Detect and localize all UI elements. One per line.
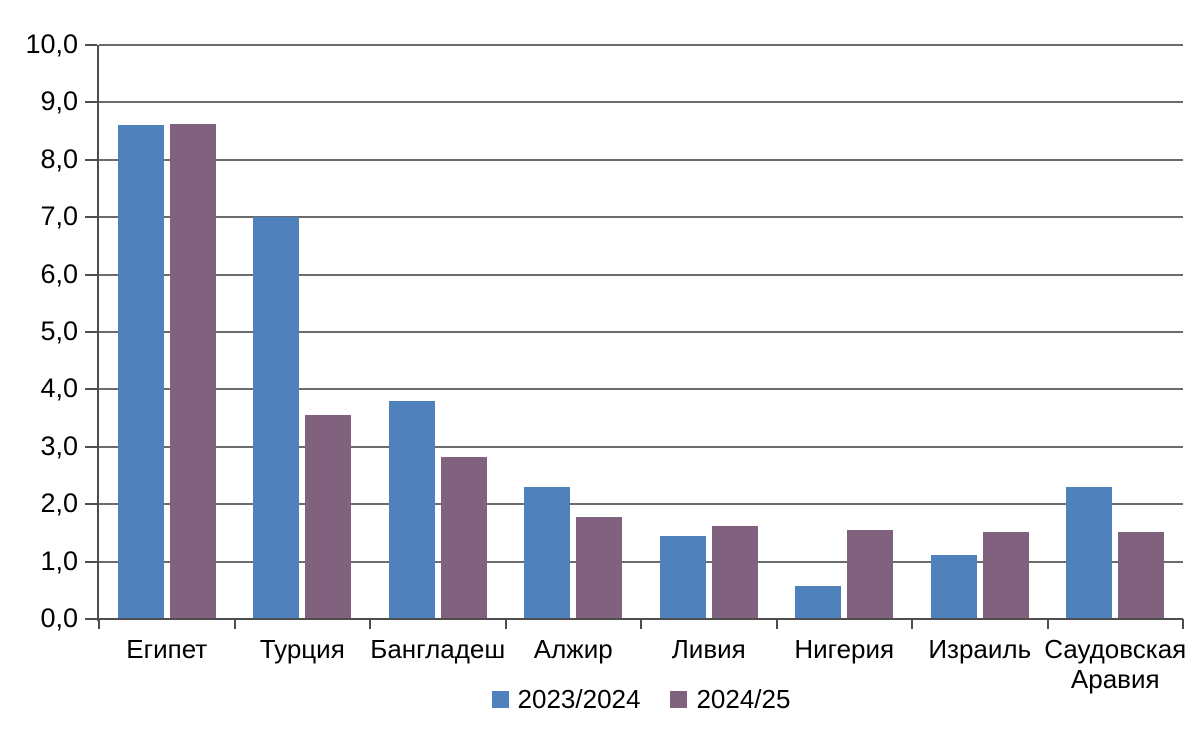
legend-label: 2024/25 [696,684,791,714]
category-label: Египет [126,634,208,664]
gridline [99,331,1183,333]
bar-2024-25-1 [169,124,216,619]
y-tick [85,273,97,276]
bar-2024-25-5 [711,526,758,619]
y-tick [85,44,97,46]
y-tick [85,445,97,448]
x-tick [1182,619,1184,629]
legend-item: 2023/2024 [491,684,641,715]
bar-2024-25-6 [847,530,894,619]
x-tick [233,619,236,629]
category-label: Нигерия [794,634,895,664]
y-tick [85,618,97,620]
legend-item: 2024/25 [670,684,790,715]
y-tick-label: 9,0 [40,86,78,117]
y-tick [85,216,97,219]
bar-2023-2024-4 [524,486,571,619]
x-tick [911,619,913,629]
gridline [99,388,1183,391]
gridline [99,560,1183,563]
bar-2024-25-2 [305,415,352,619]
y-tick-label: 8,0 [40,143,78,174]
category-label: Израиль [928,634,1032,664]
y-axis-line [97,45,99,621]
x-tick [98,619,100,629]
y-tick-label: 0,0 [40,603,78,633]
y-tick [85,388,97,391]
category-label: Саудовская Аравия [1044,634,1187,694]
y-tick [85,101,97,104]
legend-swatch-icon [491,691,509,708]
x-tick [1046,619,1049,629]
y-tick-label: 10,0 [25,29,78,59]
y-tick-label: 2,0 [40,488,78,519]
gridline [99,101,1183,104]
y-tick [85,560,97,563]
x-tick [504,619,507,629]
x-tick [369,619,371,629]
bar-2024-25-7 [982,532,1029,619]
gridline [99,445,1183,448]
y-tick [85,331,97,333]
gridline [99,158,1183,161]
legend-label: 2023/2024 [517,684,641,714]
y-tick-label: 5,0 [40,316,78,346]
bar-2023-2024-5 [659,535,706,619]
y-tick [85,503,97,506]
category-label: Бангладеш [370,634,506,664]
legend-swatch-icon [670,691,688,708]
category-label: Алжир [533,634,613,664]
gridline [99,216,1183,219]
bar-2023-2024-8 [1066,486,1113,619]
gridline [99,44,1183,46]
bar-2023-2024-2 [253,217,300,619]
bar-2023-2024-6 [795,586,842,619]
y-tick-label: 7,0 [40,201,78,232]
legend: 2023/2024 2024/25 [99,684,1183,715]
bar-2024-25-4 [576,517,623,619]
x-tick [775,619,778,629]
bar-2023-2024-3 [388,400,435,619]
y-tick-label: 6,0 [40,258,78,289]
bar-2024-25-8 [1118,531,1165,619]
y-tick [85,158,97,161]
gridline [99,273,1183,276]
bar-2023-2024-1 [117,125,164,619]
bar-2024-25-3 [440,456,487,619]
bar-2023-2024-7 [930,554,977,619]
y-tick-label: 4,0 [40,373,78,404]
y-tick-label: 1,0 [40,545,78,576]
x-tick [640,619,642,629]
gridline [99,503,1183,506]
category-label: Турция [259,634,345,664]
y-tick-label: 3,0 [40,430,78,461]
category-label: Ливия [671,634,746,664]
